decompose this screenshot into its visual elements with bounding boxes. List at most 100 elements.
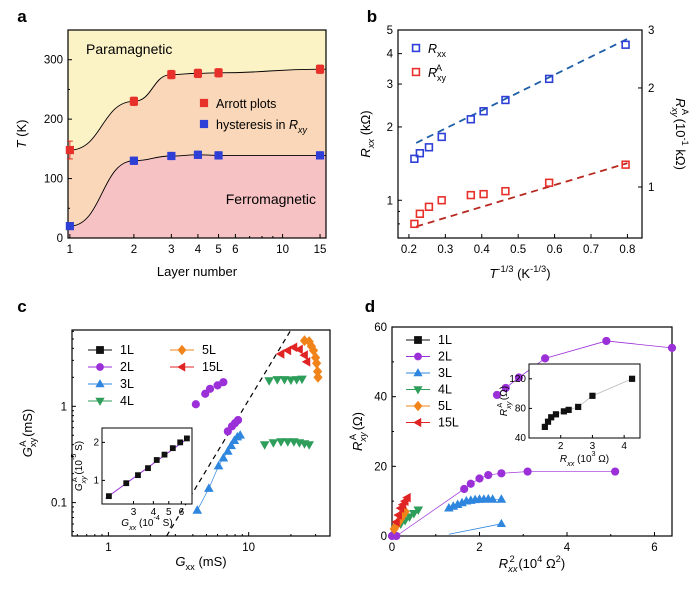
- series-line: [396, 471, 616, 537]
- legend-marker: [95, 379, 105, 388]
- data-point-4L: [264, 377, 274, 386]
- inset-point: [544, 418, 552, 425]
- data-point-4L: [272, 376, 283, 385]
- panel-c: 1 10 0.1 1 1L 2L 3L 4L 5L 15L 3 4 5 6 1 2 Gxx (10-4 S) Gx…: [17, 297, 331, 572]
- inset-y-tick-label: 80: [515, 403, 527, 414]
- inset-point: [177, 439, 184, 446]
- data-point-3L: [204, 483, 214, 492]
- x-tick-label: 6: [651, 542, 657, 554]
- y-tick-label: 0.1: [51, 498, 67, 510]
- data-point-4L: [291, 376, 302, 385]
- data-point-4L: [297, 375, 307, 385]
- legend-label: hysteresis in Rxy: [216, 118, 307, 135]
- inset-point: [183, 435, 190, 442]
- arrott-point: [65, 145, 74, 155]
- rxy-point: [621, 160, 630, 169]
- data-point-4L: [276, 438, 286, 447]
- inset-point: [123, 480, 130, 487]
- data-point-2L: [475, 474, 484, 483]
- data-point-2L: [541, 354, 550, 363]
- x-tick-label: 15: [314, 244, 327, 256]
- y-tick-label: 4: [387, 49, 394, 61]
- data-point-2L: [201, 389, 210, 398]
- data-point-3L: [218, 452, 229, 462]
- legend-label: 15L: [202, 360, 223, 374]
- panel-b: 0.2 0.3 0.4 0.5 0.6 0.7 0.8 1 2 3 4 5 1 2 3 Rxx RxyA Rxx …: [358, 7, 690, 281]
- rxx-point: [544, 74, 554, 84]
- rxy-point: [466, 190, 476, 200]
- data-point-2L: [667, 343, 677, 352]
- y-tick-label: 200: [44, 114, 63, 126]
- x-tick-label: 10: [242, 542, 255, 554]
- arrott-point: [214, 68, 223, 77]
- legend-label: 4L: [120, 394, 134, 408]
- legend-label: Rxx: [428, 42, 447, 59]
- data-point-15L: [391, 517, 400, 527]
- legend-marker: [414, 336, 422, 344]
- inset-x-axis-label: Rxx (103 Ω): [560, 449, 609, 468]
- fit-line-rxy: [415, 162, 628, 228]
- x-tick-label: 10: [276, 244, 289, 256]
- data-point-2L: [514, 373, 523, 382]
- x-tick-label: 5: [215, 244, 221, 256]
- panel-label: a: [17, 7, 27, 26]
- data-point-2L: [392, 531, 401, 541]
- y-tick-label: 1: [387, 195, 393, 207]
- data-point-5L: [313, 371, 323, 383]
- rxy-point: [501, 186, 510, 196]
- data-point-2L: [466, 479, 475, 488]
- data-point-2L: [523, 467, 532, 476]
- arrott-point: [193, 69, 203, 78]
- inset-point: [575, 403, 582, 411]
- inset-x-tick-label: 3: [131, 507, 137, 518]
- data-point-15L: [275, 349, 285, 359]
- y-tick-label: 5: [387, 25, 393, 37]
- rxx-point: [479, 107, 488, 116]
- legend-marker: [199, 98, 209, 108]
- data-point-4L: [279, 376, 290, 385]
- inset-y-tick-label: 40: [515, 433, 527, 444]
- legend-label: 4L: [438, 383, 452, 397]
- y-tick-label: 40: [374, 392, 387, 404]
- x-tick-label: 2: [476, 542, 482, 554]
- data-point-15L: [299, 350, 308, 360]
- hysteresis-point: [167, 151, 176, 161]
- data-point-3L: [226, 440, 236, 450]
- inset-x-tick-label: 3: [590, 441, 596, 452]
- rxy-point: [544, 178, 554, 187]
- x-tick-label: 0: [389, 542, 395, 554]
- fit-line-rxx: [415, 38, 628, 144]
- inset-y-tick-label: 120: [509, 374, 526, 385]
- data-point-15L: [393, 510, 402, 520]
- arrott-point: [315, 65, 325, 74]
- inset-point: [541, 423, 548, 430]
- legend-marker: [413, 400, 423, 412]
- y-tick-label: 3: [387, 79, 393, 91]
- rxx-point: [424, 143, 434, 152]
- legend-marker: [413, 368, 423, 377]
- inset-point: [589, 392, 596, 399]
- rxx-point: [415, 149, 425, 158]
- x-tick-label: 0.6: [547, 244, 563, 256]
- x-tick-label: 0.3: [437, 244, 453, 256]
- legend-label: 2L: [438, 350, 452, 364]
- data-point-4L: [413, 506, 424, 516]
- inset-y-tick-label: 1: [93, 475, 99, 486]
- data-point-3L: [496, 518, 506, 528]
- legend-label: 5L: [202, 343, 216, 357]
- x-tick-label: 3: [168, 244, 174, 256]
- data-point-15L: [294, 344, 303, 355]
- x-tick-label: 1: [105, 542, 111, 554]
- legend-label: 3L: [438, 366, 452, 380]
- data-point-2L: [497, 469, 506, 478]
- data-point-2L: [602, 336, 611, 346]
- data-point-2L: [492, 390, 502, 400]
- inset-x-tick-label: 5: [166, 507, 172, 518]
- x-tick-label: 4: [195, 244, 202, 256]
- inset-y-axis-label: GxyA (10-5 S): [69, 441, 88, 491]
- data-point-4L: [259, 441, 270, 450]
- data-point-2L: [501, 383, 510, 393]
- rxx-point: [437, 132, 446, 142]
- x-tick-label: 0.2: [401, 244, 417, 256]
